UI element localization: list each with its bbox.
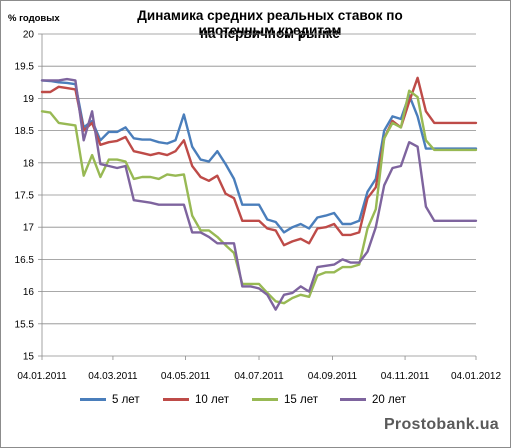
y-tick-label-17: 17 <box>23 223 35 234</box>
y-tick-label-20: 20 <box>23 30 35 41</box>
legend-swatch-10-years <box>163 398 189 402</box>
y-tick-label-19.5: 19.5 <box>15 62 35 73</box>
legend-label-10-years: 10 лет <box>195 394 229 406</box>
legend-item-20-years: 20 лет <box>340 394 406 406</box>
legend-swatch-20-years <box>340 398 366 402</box>
x-tick-label-1: 04.03.2011 <box>88 371 138 382</box>
x-tick-label-0: 04.01.2011 <box>17 371 67 382</box>
x-tick-label-3: 04.07.2011 <box>234 371 284 382</box>
y-tick-label-19: 19 <box>23 94 35 105</box>
x-tick-label-5: 04.11.2011 <box>381 371 430 382</box>
y-tick-label-18.5: 18.5 <box>15 126 35 137</box>
legend-label-5-years: 5 лет <box>112 394 140 406</box>
y-tick-label-16.5: 16.5 <box>15 255 35 266</box>
y-tick-label-18: 18 <box>23 158 35 169</box>
legend-label-15-years: 15 лет <box>284 394 318 406</box>
series-line-3 <box>40 77 478 311</box>
legend-label-20-years: 20 лет <box>372 394 406 406</box>
y-axis-label: % годовых <box>8 13 60 24</box>
legend-item-10-years: 10 лет <box>163 394 229 406</box>
series-line-0 <box>40 79 478 234</box>
y-tick-label-17.5: 17.5 <box>15 191 35 202</box>
chart-title-line2: на первичном рынке <box>200 26 340 41</box>
legend-swatch-5-years <box>80 398 106 402</box>
legend-item-15-years: 15 лет <box>252 394 318 406</box>
y-tick-label-15: 15 <box>23 352 35 363</box>
series-line-2 <box>40 89 478 305</box>
watermark-text: Prostobank.ua <box>383 416 499 433</box>
legend-swatch-15-years <box>252 398 278 402</box>
x-tick-label-6: 04.01.2012 <box>451 371 501 382</box>
y-tick-label-15.5: 15.5 <box>15 319 35 330</box>
legend-item-5-years: 5 лет <box>80 394 140 406</box>
x-tick-label-4: 04.09.2011 <box>308 371 358 382</box>
y-tick-label-16: 16 <box>23 287 35 298</box>
x-tick-label-2: 04.05.2011 <box>161 371 211 382</box>
